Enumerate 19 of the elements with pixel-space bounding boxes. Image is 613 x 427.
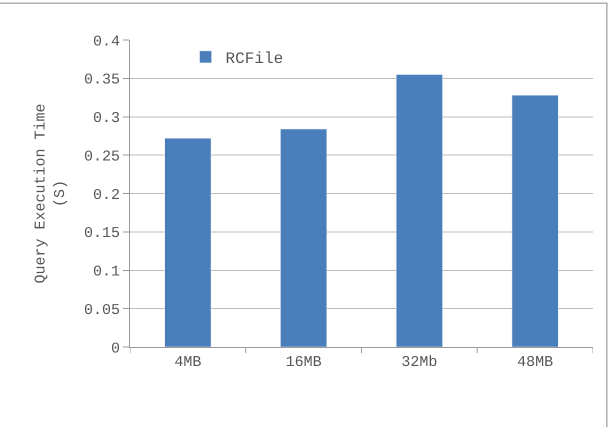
y-tick-label: 0.1	[92, 264, 120, 280]
bar	[164, 138, 212, 347]
x-tick-label: 48MB	[517, 354, 554, 371]
y-tick-label: 0.3	[92, 110, 120, 127]
y-tick-label: 0.15	[84, 225, 120, 242]
y-tick-label: 0.05	[84, 302, 120, 319]
y-tick-label: 0	[110, 340, 120, 358]
y-axis-title: Query Execution Time (S)	[32, 103, 70, 284]
x-tick-label: 4MB	[174, 354, 202, 371]
y-tick-label: 0.25	[84, 148, 120, 166]
bar	[396, 74, 443, 347]
x-tick-label: 32Mb	[401, 354, 438, 371]
y-tick-label: 0.4	[92, 33, 120, 50]
legend-label: RCFile	[226, 50, 284, 68]
y-tick-label: 0.2	[92, 186, 120, 204]
y-tick-label: 0.35	[84, 72, 120, 89]
bar	[512, 95, 559, 347]
bar	[280, 128, 328, 347]
x-tick-label: 16MB	[286, 354, 322, 371]
